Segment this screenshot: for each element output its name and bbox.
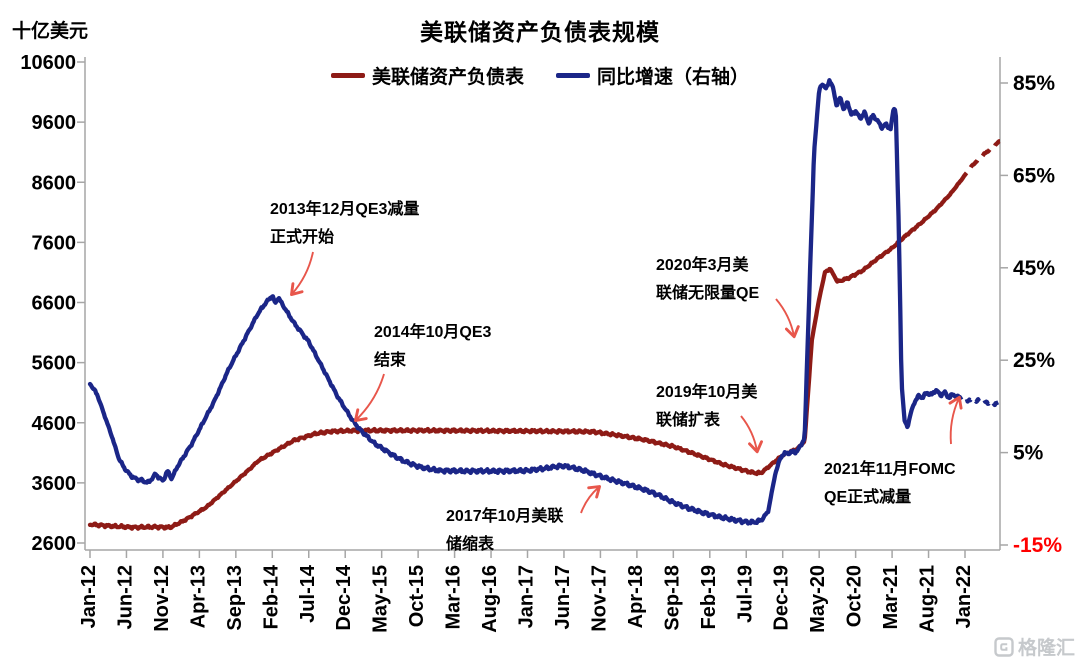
legend: 美联储资产负债表 同比增速（右轴） bbox=[0, 62, 1080, 89]
x-axis-tick-label: Feb-19 bbox=[698, 565, 720, 629]
y-axis-left-tick-label: 7600 bbox=[32, 232, 77, 254]
annotation-line: 正式开始 bbox=[270, 229, 335, 246]
x-axis-tick-label: Dec-19 bbox=[771, 565, 793, 631]
y-axis-right-tick-label: 45% bbox=[1013, 257, 1055, 280]
y-axis-left-tick-label: 8600 bbox=[32, 172, 77, 194]
x-axis-tick-label: Aug-16 bbox=[479, 565, 501, 633]
y-axis-left-tick-label: 3600 bbox=[32, 473, 77, 495]
legend-item-yoy-growth: 同比增速（右轴） bbox=[556, 62, 749, 89]
annotation-line: 2021年11月FOMC bbox=[824, 461, 956, 478]
annotation-line: 2014年10月QE3 bbox=[374, 324, 492, 341]
x-axis-tick-label: May-20 bbox=[807, 565, 829, 633]
annotation-line: 2013年12月QE3减量 bbox=[270, 201, 420, 218]
y-axis-right-tick-label: -15% bbox=[1013, 534, 1062, 557]
x-axis-tick-label: Sep-18 bbox=[661, 565, 683, 631]
x-axis-tick-label: Aug-21 bbox=[917, 565, 939, 633]
x-axis-tick-label: Jan-22 bbox=[953, 565, 975, 628]
y-axis-left-tick-label: 2600 bbox=[32, 533, 77, 555]
x-axis-tick-label: Jan-12 bbox=[78, 565, 100, 628]
annotation-line: QE正式减量 bbox=[824, 489, 912, 506]
gelonghui-logo-icon bbox=[994, 636, 1014, 657]
x-axis-tick-label: Oct-15 bbox=[406, 565, 428, 627]
x-axis-tick-label: Jul-14 bbox=[297, 564, 319, 623]
x-axis-tick-label: Sep-13 bbox=[224, 565, 246, 631]
watermark: 格隆汇 bbox=[994, 633, 1075, 660]
annotation-line: 联储扩表 bbox=[656, 412, 721, 429]
x-axis-tick-label: Oct-20 bbox=[844, 565, 866, 627]
legend-swatch-balance-sheet-icon bbox=[330, 73, 365, 78]
y-axis-left-tick-label: 4600 bbox=[32, 413, 77, 435]
y-axis-left-tick-label: 10600 bbox=[20, 52, 76, 74]
watermark-text: 格隆汇 bbox=[1017, 638, 1075, 659]
y-axis-right-tick-label: 85% bbox=[1013, 72, 1055, 95]
annotation-arrow-runoff-start bbox=[580, 485, 602, 514]
y-axis-right-tick-label: 65% bbox=[1013, 164, 1055, 187]
series-line-balance-sheet-dashed-forecast bbox=[959, 139, 1002, 183]
legend-swatch-yoy-growth-icon bbox=[556, 73, 590, 78]
y-axis-left-tick-label: 5600 bbox=[32, 353, 77, 375]
annotation-arrow-qe3-end bbox=[354, 373, 385, 422]
annotation-line: 2020年3月美 bbox=[656, 257, 749, 274]
annotation-qe3-end: 2014年10月QE3 结束 bbox=[374, 319, 491, 375]
x-axis-tick-label: Jan-17 bbox=[516, 565, 538, 628]
y-axis-right-tick-label: 25% bbox=[1013, 349, 1055, 372]
series-line-yoy-growth-dashed-forecast bbox=[955, 393, 1002, 408]
annotation-arrow-unlimited-qe bbox=[775, 298, 800, 339]
x-axis-tick-label: May-15 bbox=[370, 565, 392, 633]
annotation-line: 储缩表 bbox=[446, 536, 495, 553]
annotation-arrow-fomc-taper bbox=[948, 395, 963, 445]
legend-label-balance-sheet: 美联储资产负债表 bbox=[371, 67, 524, 88]
annotation-qe3-taper-start: 2013年12月QE3减量 正式开始 bbox=[270, 196, 419, 252]
annotation-arrow-qe3-taper-start bbox=[290, 251, 314, 297]
series-line-yoy-growth bbox=[87, 78, 960, 526]
x-axis-tick-label: Feb-14 bbox=[260, 564, 282, 629]
y-axis-left-tick-label: 6600 bbox=[32, 293, 77, 315]
series-line-balance-sheet bbox=[87, 178, 963, 531]
x-axis-tick-label: Mar-21 bbox=[880, 565, 902, 629]
x-axis-tick-label: Mar-16 bbox=[443, 565, 465, 629]
y-axis-left-tick-label: 9600 bbox=[32, 112, 77, 134]
annotation-line: 联储无限量QE bbox=[656, 285, 760, 302]
annotation-line: 2017年10月美联 bbox=[446, 508, 564, 525]
annotation-expansion-restart: 2019年10月美 联储扩表 bbox=[656, 379, 757, 435]
legend-item-balance-sheet: 美联储资产负债表 bbox=[330, 62, 524, 89]
annotation-fomc-taper: 2021年11月FOMC QE正式减量 bbox=[824, 456, 956, 512]
x-axis-tick-label: Apr-18 bbox=[625, 565, 647, 628]
x-axis-tick-label: Nov-17 bbox=[588, 565, 610, 632]
x-axis-tick-label: Nov-12 bbox=[151, 565, 173, 632]
left-axis-unit-label: 十亿美元 bbox=[12, 21, 89, 42]
x-axis-tick-label: Apr-13 bbox=[187, 565, 209, 628]
annotation-line: 2019年10月美 bbox=[656, 384, 758, 401]
x-axis-tick-label: Jul-19 bbox=[734, 565, 756, 623]
x-axis-tick-label: Jun-17 bbox=[552, 565, 574, 629]
y-axis-right-tick-label: 5% bbox=[1013, 442, 1044, 465]
x-axis-tick-label: Dec-14 bbox=[333, 564, 355, 630]
annotation-line: 结束 bbox=[374, 352, 407, 369]
annotation-arrow-expansion-restart bbox=[740, 415, 763, 454]
annotation-unlimited-qe: 2020年3月美 联储无限量QE bbox=[656, 252, 759, 308]
annotation-runoff-start: 2017年10月美联 储缩表 bbox=[446, 503, 563, 559]
chart-title: 美联储资产负债表规模 bbox=[420, 19, 660, 45]
legend-label-yoy-growth: 同比增速（右轴） bbox=[597, 67, 750, 88]
x-axis-tick-label: Jun-12 bbox=[114, 565, 136, 629]
